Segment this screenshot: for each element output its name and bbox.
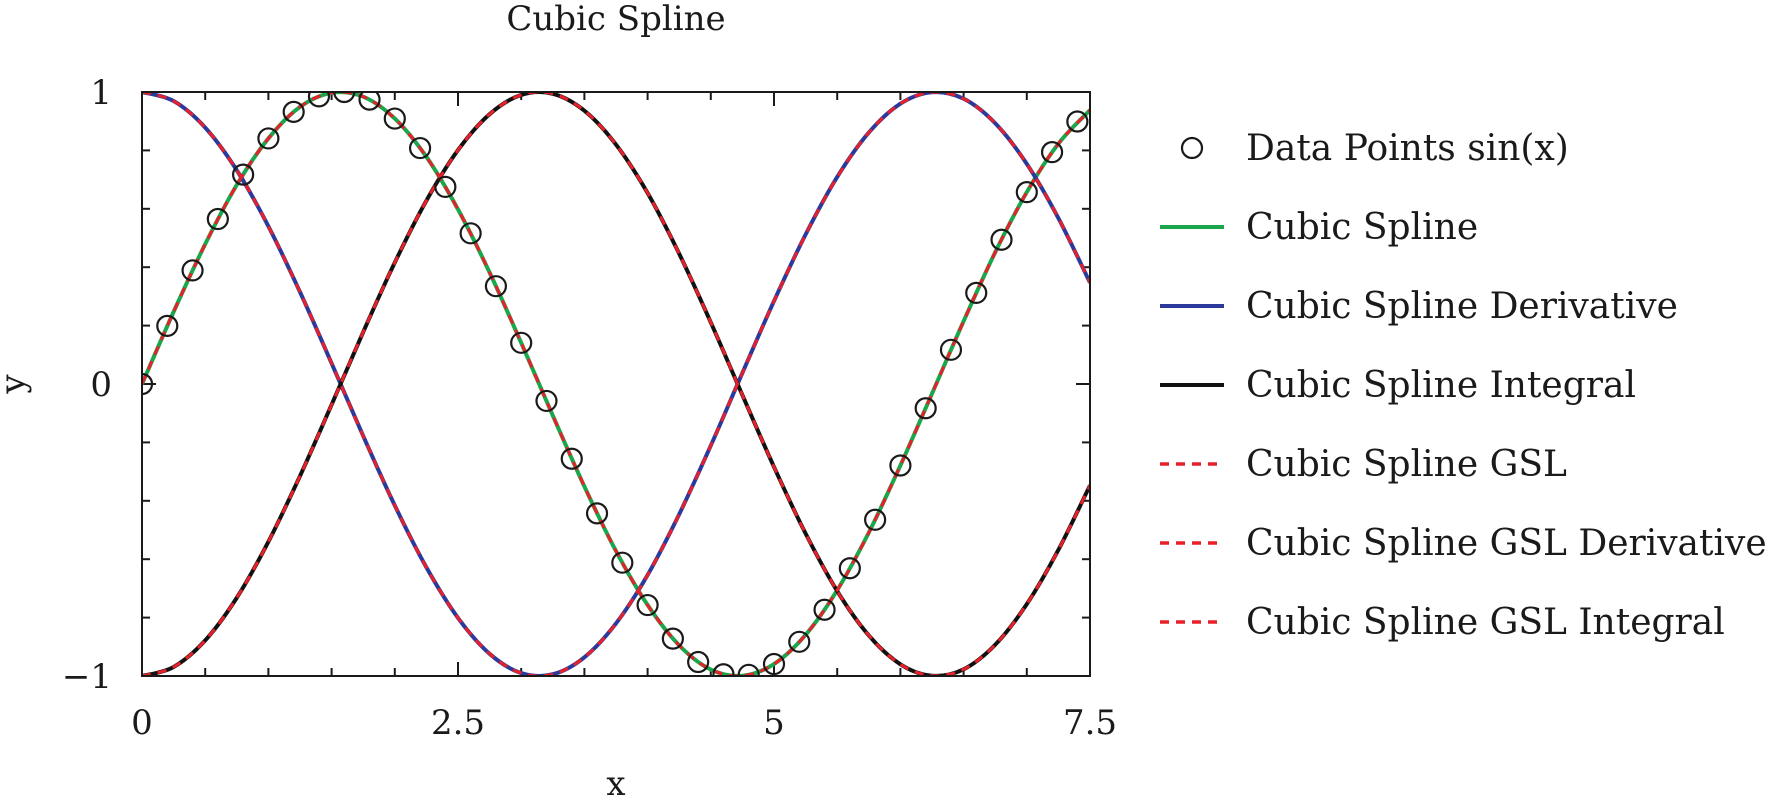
series-line-cubic-spline-gsl-derivative	[142, 92, 1090, 676]
series-line-cubic-spline	[142, 92, 1090, 676]
data-point	[889, 454, 912, 477]
legend-label-data-points-sin-x: Data Points sin(x)	[1246, 128, 1569, 169]
data-point	[181, 259, 204, 282]
data-point	[661, 627, 684, 650]
data-point	[611, 551, 634, 574]
data-point	[737, 663, 760, 676]
data-point	[712, 663, 735, 676]
data-point	[535, 389, 558, 413]
data-point	[206, 207, 229, 231]
x-axis-title: x	[606, 764, 625, 800]
data-point	[990, 228, 1013, 251]
legend-label-cubic-spline-gsl: Cubic Spline GSL	[1246, 444, 1567, 485]
data-point	[358, 92, 381, 111]
y-axis-title: y	[0, 374, 33, 395]
tick-labels: 0 2.5 5 7.5 −1 0 1	[62, 73, 1117, 743]
data-point	[1015, 181, 1038, 204]
data-point	[560, 447, 583, 470]
data-point	[762, 652, 786, 676]
legend-label-cubic-spline-gsl-integral: Cubic Spline GSL Integral	[1246, 602, 1725, 643]
data-point	[788, 630, 811, 653]
data-point	[257, 127, 280, 150]
y-tick-label: −1	[62, 657, 112, 697]
x-tick-label: 7.5	[1063, 703, 1117, 743]
data-point	[1066, 110, 1089, 133]
data-point	[434, 175, 457, 198]
data-point	[307, 92, 331, 108]
legend-label-cubic-spline-gsl-derivative: Cubic Spline GSL Derivative	[1246, 523, 1767, 564]
axis-ticks	[141, 91, 1091, 677]
data-point	[965, 281, 988, 304]
data-point	[1040, 141, 1064, 164]
legend-label-cubic-spline-integral: Cubic Spline Integral	[1246, 365, 1636, 406]
series-line-cubic-spline-gsl-integral	[142, 92, 1090, 676]
plot-area	[142, 92, 1090, 676]
x-tick-label: 5	[763, 703, 785, 743]
data-point	[232, 163, 255, 186]
data-point	[484, 275, 508, 298]
legend-marker-data-points-sin-x	[1180, 136, 1204, 160]
series-line-cubic-spline-derivative	[142, 92, 1090, 676]
data-point	[142, 372, 154, 396]
legend-label-cubic-spline-derivative: Cubic Spline Derivative	[1246, 286, 1678, 327]
data-point	[282, 100, 305, 123]
data-point	[864, 508, 887, 531]
data-point	[156, 314, 179, 337]
data-point	[510, 331, 533, 354]
data-point	[636, 593, 659, 617]
y-tick-label: 1	[90, 73, 112, 113]
data-point	[914, 397, 937, 420]
x-tick-label: 2.5	[431, 703, 485, 743]
legend: Data Points sin(x) Cubic Spline Cubic Spli…	[1160, 128, 1767, 643]
series-line-cubic-spline-integral	[142, 92, 1090, 676]
data-point	[408, 136, 432, 160]
plot-frame	[141, 91, 1091, 677]
data-point	[333, 92, 356, 104]
data-point	[585, 502, 609, 525]
data-point	[459, 222, 482, 245]
legend-label-cubic-spline: Cubic Spline	[1246, 207, 1478, 248]
data-point	[383, 107, 406, 130]
x-tick-label: 0	[131, 703, 153, 743]
data-point	[939, 338, 963, 361]
y-tick-label: 0	[90, 365, 112, 405]
series-line-cubic-spline-gsl	[142, 92, 1090, 676]
chart-title: Cubic Spline	[506, 0, 725, 39]
data-point	[687, 650, 710, 674]
data-point	[838, 557, 861, 580]
data-point	[813, 598, 836, 621]
